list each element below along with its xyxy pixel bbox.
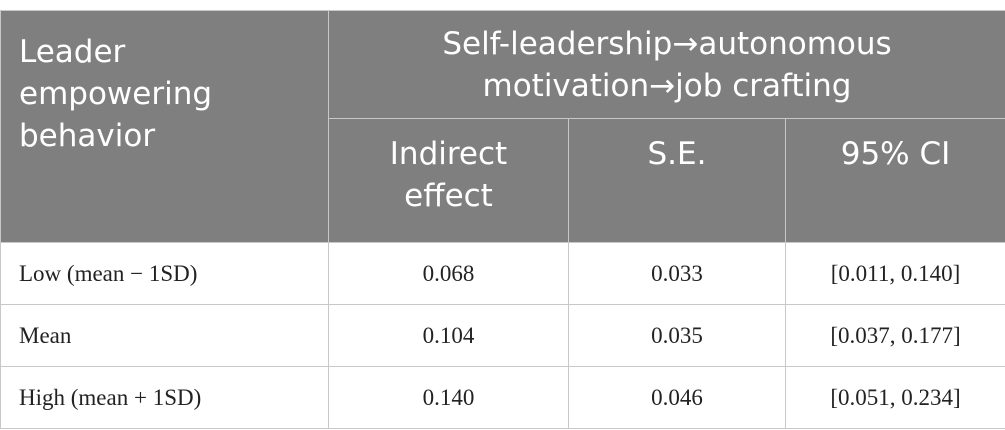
cell: 0.035: [568, 304, 786, 367]
cell: [0.037, 0.177]: [785, 304, 1005, 367]
cell: 0.033: [568, 242, 786, 305]
header-text: Leader empowering behavior: [19, 34, 213, 154]
row-label: Low (mean − 1SD): [0, 242, 329, 305]
cell: [0.011, 0.140]: [785, 242, 1005, 305]
header-row: Leader empowering behavior Self-leadersh…: [0, 10, 1005, 243]
table-row: Mean 0.104 0.035 [0.037, 0.177]: [0, 304, 1005, 367]
results-table: Leader empowering behavior Self-leadersh…: [0, 10, 1005, 429]
subheader-cell: Indirect effect: [328, 118, 569, 243]
cell: [0.051, 0.234]: [785, 366, 1005, 429]
cell: 0.140: [328, 366, 569, 429]
cell: 0.104: [328, 304, 569, 367]
row-label: Mean: [0, 304, 329, 367]
subheader-row: Indirect effect S.E. 95% CI: [1, 118, 1005, 243]
table-row: High (mean + 1SD) 0.140 0.046 [0.051, 0.234…: [0, 366, 1005, 429]
table-row: Low (mean − 1SD) 0.068 0.033 [0.011, 0.140]: [0, 242, 1005, 305]
subheader-cell: 95% CI: [785, 118, 1005, 243]
subheader-cell: S.E.: [568, 118, 786, 243]
header-cell: Leader empowering behavior: [0, 10, 329, 243]
header-text: Self-leadership→autonomous motivation→jo…: [442, 25, 892, 104]
row-label: High (mean + 1SD): [0, 366, 329, 429]
cell: 0.046: [568, 366, 786, 429]
header-text: Indirect effect: [389, 136, 508, 214]
cell: 0.068: [328, 242, 569, 305]
table-body: Low (mean − 1SD) 0.068 0.033 [0.011, 0.140]…: [0, 242, 1005, 429]
header-cell: Self-leadership→autonomous motivation→jo…: [328, 10, 1005, 119]
